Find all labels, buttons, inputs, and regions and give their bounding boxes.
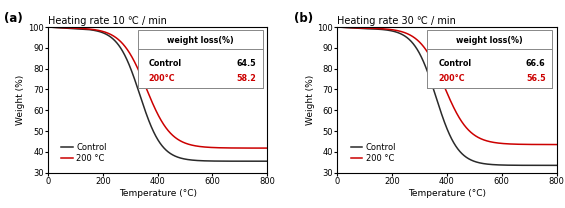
Text: weight loss(%): weight loss(%) — [457, 36, 523, 45]
Text: Control: Control — [149, 59, 182, 68]
Text: Heating rate 10 ℃ / min: Heating rate 10 ℃ / min — [48, 16, 167, 26]
Text: 200°C: 200°C — [438, 74, 465, 83]
Text: 64.5: 64.5 — [237, 59, 257, 68]
Text: (a): (a) — [4, 12, 23, 25]
Bar — [138, 30, 263, 88]
Text: 200°C: 200°C — [149, 74, 176, 83]
Legend: Control, 200 °C: Control, 200 °C — [59, 140, 109, 166]
X-axis label: Temperature (°C): Temperature (°C) — [408, 189, 486, 198]
Text: Heating rate 30 ℃ / min: Heating rate 30 ℃ / min — [337, 16, 456, 26]
Text: weight loss(%): weight loss(%) — [167, 36, 234, 45]
Text: 58.2: 58.2 — [236, 74, 257, 83]
Text: Control: Control — [438, 59, 471, 68]
Text: 56.5: 56.5 — [526, 74, 546, 83]
Y-axis label: Weight (%): Weight (%) — [306, 75, 315, 125]
Legend: Control, 200 °C: Control, 200 °C — [348, 140, 398, 166]
Text: (b): (b) — [293, 12, 312, 25]
Text: 66.6: 66.6 — [526, 59, 546, 68]
Bar — [427, 30, 552, 88]
X-axis label: Temperature (°C): Temperature (°C) — [119, 189, 197, 198]
Y-axis label: Weight (%): Weight (%) — [16, 75, 25, 125]
